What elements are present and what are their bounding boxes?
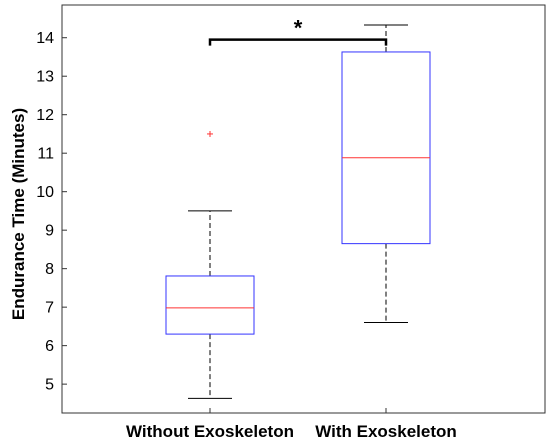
box-with-exoskeleton: [341, 24, 431, 324]
plot-frame: [61, 4, 546, 414]
y-tick-label-6: 6: [45, 338, 54, 355]
y-tick-label-11: 11: [37, 146, 54, 163]
y-tick-label-7: 7: [45, 300, 54, 317]
iqr-box: [341, 51, 431, 245]
outlier-marker: [207, 130, 213, 137]
y-axis-title: Endurance Time (Minutes): [9, 108, 28, 320]
iqr-box: [165, 275, 255, 335]
y-tick-label-13: 13: [36, 69, 54, 86]
plot-area: *: [61, 4, 546, 414]
significance-bracket: *: [208, 16, 388, 46]
y-tick-label-8: 8: [45, 261, 54, 278]
y-tick-label-10: 10: [36, 184, 54, 201]
significance-label: *: [294, 16, 303, 41]
y-axis: 5 6 7 8 9 10 11 12 13 14: [36, 30, 67, 394]
y-tick-label-12: 12: [36, 107, 54, 124]
x-tick-label-0: Without Exoskeleton: [126, 422, 294, 441]
y-tick-label-5: 5: [45, 377, 54, 394]
x-tick-label-1: With Exoskeleton: [315, 422, 457, 441]
y-tick-label-14: 14: [36, 30, 54, 47]
y-tick-label-9: 9: [45, 223, 54, 240]
box-without-exoskeleton: [165, 130, 255, 399]
bracket-line: [208, 38, 388, 46]
x-axis: Without Exoskeleton With Exoskeleton: [126, 408, 457, 441]
